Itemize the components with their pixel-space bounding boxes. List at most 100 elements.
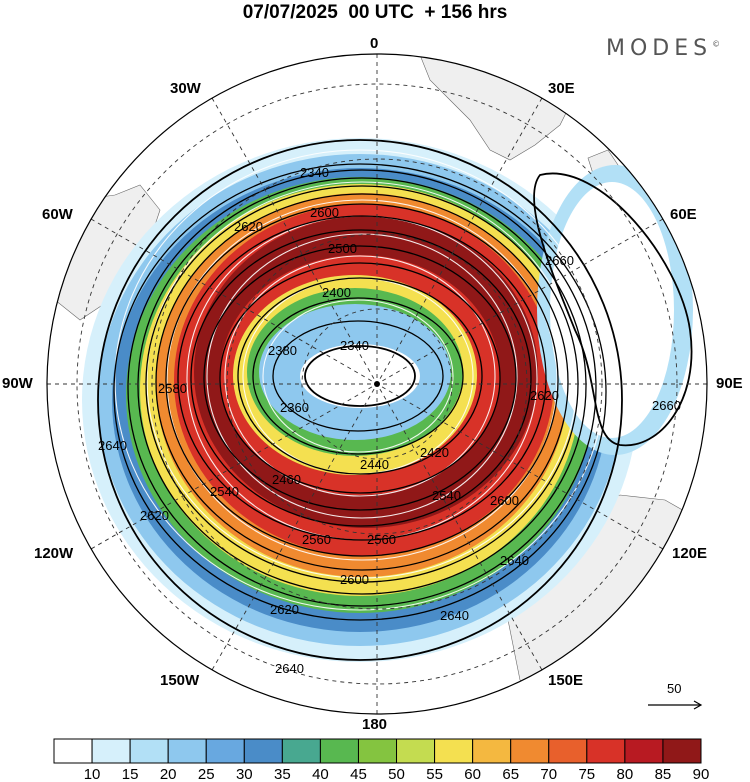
color-bar-tick-label: 75: [578, 766, 595, 782]
color-bar-box: [434, 738, 474, 764]
color-bar-box: [510, 738, 550, 764]
contour-label-2360: 2360: [280, 400, 309, 415]
lon-label-120e: 120E: [672, 545, 708, 562]
streamline-2: [166, 199, 558, 561]
brand-name: MODES: [606, 36, 713, 61]
color-bar-box: [396, 738, 436, 764]
contour-label-2600-e: 2600: [490, 493, 519, 508]
contour-2360: [272, 320, 444, 432]
contour-label-2420: 2420: [420, 445, 449, 460]
color-bar-box: [167, 738, 207, 764]
color-bar-box: [472, 738, 512, 764]
color-bar-box: [91, 738, 131, 764]
contour-label-2400: 2400: [322, 285, 351, 300]
color-bar-tick-label: 15: [122, 766, 139, 782]
color-bar-box: [129, 738, 169, 764]
streamline-4: [206, 233, 518, 519]
color-bar-tick-label: 40: [312, 766, 329, 782]
lon-label-150e: 150E: [548, 672, 584, 689]
contour-label-2380: 2380: [268, 343, 297, 358]
color-bar-box: [53, 738, 93, 764]
contour-label-2540-e: 2540: [432, 488, 461, 503]
contour-label-2640-s: 2640: [275, 661, 304, 676]
latitude-circle-75: [301, 308, 453, 460]
contour-label-2640-se: 2640: [440, 608, 469, 623]
contour-2520: [165, 203, 559, 557]
contour-label-2660: 2660: [545, 253, 574, 268]
color-bar-tick-label: 30: [236, 766, 253, 782]
contour-2440: [219, 262, 501, 494]
contour-2420: [237, 277, 483, 475]
map-boundary: [46, 53, 708, 715]
wind-reference-arrow: [648, 700, 703, 710]
shade-band-10-core: [300, 344, 420, 408]
color-bar-tick-label: 65: [502, 766, 519, 782]
height-contours: [97, 139, 693, 661]
lon-label-120w: 120W: [34, 545, 74, 562]
streamline-5: [224, 255, 496, 497]
contour-2340: [304, 345, 416, 407]
contour-label-2620-s: 2620: [270, 602, 299, 617]
streamline-1: [146, 181, 578, 579]
color-bar-box: [548, 738, 588, 764]
lon-label-180: 180: [362, 716, 388, 733]
contour-label-2460: 2460: [272, 472, 301, 487]
color-bar-tick-label: 50: [388, 766, 405, 782]
contour-label-2620-e: 2620: [530, 388, 559, 403]
color-bar-box: [662, 738, 702, 764]
lon-label-90e: 90E: [716, 375, 743, 392]
streamline-7: [262, 299, 454, 453]
contour-2640: [97, 139, 623, 661]
color-bar-box: [319, 738, 359, 764]
contour-2480: [190, 229, 532, 527]
contour-label-2340-top: 2340: [300, 165, 329, 180]
contour-2620: [113, 163, 607, 621]
contour-2580: [137, 177, 587, 595]
color-bar-tick-label: 35: [274, 766, 291, 782]
lon-label-0: 0: [370, 35, 379, 52]
color-bar-box: [357, 738, 398, 764]
color-bar-boxes: [53, 738, 702, 764]
color-bar-tick-label: 55: [426, 766, 443, 782]
contour-2660: [533, 172, 693, 447]
contour-label-2620-w: 2620: [140, 508, 169, 523]
color-bar-tick-label: 10: [84, 766, 101, 782]
wind-vectors: [114, 149, 606, 611]
contour-2540: [155, 193, 569, 571]
color-bar-tick-label: 70: [540, 766, 557, 782]
map-title: 07/07/2025 00 UTC + 156 hrs: [242, 2, 508, 23]
color-bar-tick-label: 85: [655, 766, 672, 782]
contour-label-2600: 2600: [310, 205, 339, 220]
lon-label-150w: 150W: [160, 672, 200, 689]
contour-label-2440: 2440: [360, 457, 389, 472]
contour-2400: [252, 297, 464, 455]
contour-label-2660-e: 2660: [652, 398, 681, 413]
contour-2600: [127, 169, 597, 607]
lon-label-60e: 60E: [670, 206, 697, 223]
contour-label-2540: 2540: [210, 484, 239, 499]
color-bar-tick-label: 90: [693, 766, 710, 782]
color-bar-tick-label: 80: [617, 766, 634, 782]
latitude-circle-30: [76, 83, 678, 685]
color-bar-ticks: 10 15 20 25 30 35 40 45 50 55 60 65 70 75 80 85 90: [84, 766, 710, 782]
color-bar-box: [586, 738, 626, 764]
color-bar-box: [624, 738, 664, 764]
streamline-8: [114, 149, 606, 611]
color-bar-box: [205, 738, 245, 764]
color-bar-box: [281, 738, 321, 764]
contour-label-2560: 2560: [302, 532, 331, 547]
wind-speed-shading: [82, 138, 693, 662]
color-bar-box: [243, 738, 283, 764]
wind-reference-value: 50: [667, 681, 681, 696]
polar-map: 2340 2340 2360 2380 2400 2420 2440 2460 …: [46, 53, 708, 715]
contour-2500: [177, 215, 547, 541]
lon-label-60w: 60W: [42, 206, 73, 223]
brand-mark: ©: [712, 39, 721, 49]
contour-label-2340: 2340: [340, 338, 369, 353]
color-bar-tick-label: 25: [198, 766, 215, 782]
contour-label-2600-s: 2600: [340, 572, 369, 587]
color-bar-tick-label: 45: [350, 766, 367, 782]
contour-label-2560-e: 2560: [367, 532, 396, 547]
shade-band-east-lobe-core: [550, 182, 674, 438]
contour-label-2500: 2500: [328, 241, 357, 256]
